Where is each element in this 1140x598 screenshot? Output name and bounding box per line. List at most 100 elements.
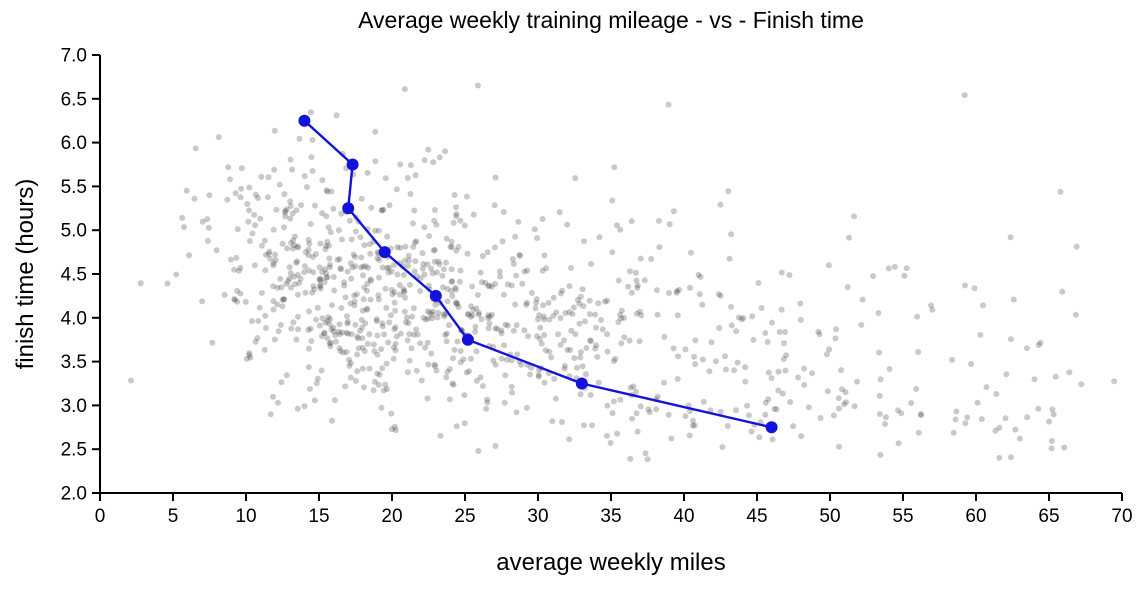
- scatter-point: [593, 324, 599, 331]
- scatter-point: [915, 429, 922, 436]
- scatter-point: [375, 227, 382, 234]
- scatter-point: [331, 287, 338, 294]
- scatter-point: [401, 86, 408, 93]
- scatter-point: [696, 291, 703, 298]
- scatter-point: [281, 224, 287, 231]
- trend-path: [303, 119, 772, 429]
- scatter-point: [692, 361, 699, 368]
- scatter-point: [343, 349, 350, 355]
- scatter-point: [404, 337, 411, 344]
- scatter-point: [479, 383, 486, 389]
- scatter-point: [632, 269, 639, 276]
- scatter-point: [351, 292, 358, 299]
- scatter-point: [489, 283, 495, 290]
- scatter-point: [418, 377, 425, 384]
- scatter-point: [615, 277, 622, 284]
- scatter-point: [429, 315, 436, 322]
- scatter-point: [366, 331, 373, 338]
- scatter-point: [384, 386, 390, 392]
- scatter-point: [246, 238, 253, 244]
- scatter-point: [361, 284, 368, 291]
- scatter-point: [465, 311, 472, 318]
- scatter-point: [339, 329, 346, 336]
- scatter-point: [183, 187, 190, 194]
- scatter-point: [787, 399, 794, 405]
- scatter-point: [410, 331, 417, 338]
- scatter-point: [426, 309, 433, 316]
- scatter-point: [441, 313, 448, 320]
- scatter-point: [339, 236, 345, 243]
- scatter-point: [604, 348, 611, 355]
- scatter-point: [401, 289, 408, 296]
- scatter-point: [569, 311, 576, 317]
- scatter-point: [1078, 381, 1085, 388]
- scatter-point: [574, 364, 580, 371]
- scatter-point: [382, 381, 389, 388]
- scatter-point: [335, 328, 342, 335]
- scatter-point: [404, 262, 411, 269]
- scatter-point: [232, 190, 239, 197]
- scatter-point: [343, 329, 350, 336]
- scatter-point: [365, 264, 372, 271]
- scatter-point: [381, 331, 388, 338]
- scatter-point: [497, 273, 504, 280]
- scatter-point: [275, 328, 282, 335]
- scatter-point: [442, 332, 449, 338]
- scatter-point: [487, 313, 493, 320]
- scatter-point: [364, 340, 371, 347]
- scatter-point: [305, 252, 312, 259]
- scatter-point: [486, 282, 493, 289]
- scatter-point: [439, 272, 446, 279]
- scatter-point: [328, 188, 335, 195]
- scatter-point: [332, 332, 339, 339]
- scatter-point: [583, 345, 590, 351]
- scatter-point: [596, 234, 603, 241]
- scatter-point: [489, 311, 495, 318]
- scatter-point: [568, 264, 574, 271]
- scatter-point: [618, 340, 625, 347]
- scatter-point: [778, 269, 785, 276]
- scatter-point: [410, 305, 417, 312]
- scatter-point: [654, 311, 661, 318]
- axis-line: [99, 55, 1122, 494]
- scatter-point: [431, 217, 438, 224]
- scatter-point: [305, 364, 312, 371]
- scatter-point: [559, 419, 565, 425]
- scatter-point: [402, 294, 408, 301]
- scatter-point: [351, 298, 358, 305]
- scatter-point: [327, 315, 334, 322]
- scatter-point: [1072, 311, 1079, 318]
- scatter-point: [282, 213, 289, 220]
- scatter-point: [528, 364, 534, 371]
- scatter-point: [173, 271, 180, 278]
- scatter-point: [455, 304, 462, 310]
- scatter-point: [305, 267, 312, 274]
- scatter-point: [609, 249, 616, 256]
- scatter-point: [414, 331, 421, 338]
- scatter-point: [347, 260, 354, 267]
- scatter-point: [597, 317, 604, 323]
- scatter-point: [492, 280, 498, 287]
- scatter-point: [308, 338, 315, 344]
- scatter-point: [604, 402, 611, 409]
- scatter-point: [816, 331, 823, 338]
- scatter-point: [648, 256, 655, 262]
- scatter-point: [562, 310, 569, 316]
- scatter-point: [276, 181, 283, 188]
- scatter-point: [388, 410, 395, 417]
- x-tick-label: 15: [308, 506, 329, 527]
- scatter-point: [352, 377, 359, 384]
- scatter-point: [351, 302, 358, 309]
- scatter-point: [425, 146, 432, 153]
- scatter-point: [393, 186, 400, 193]
- scatter-point: [293, 207, 300, 214]
- scatter-point: [261, 237, 268, 244]
- scatter-point: [206, 192, 213, 199]
- scatter-point: [263, 325, 269, 331]
- scatter-point: [918, 412, 924, 419]
- scatter-point: [464, 250, 471, 257]
- scatter-point: [335, 227, 342, 234]
- scatter-point: [213, 247, 220, 254]
- scatter-point: [891, 263, 898, 270]
- scatter-point: [592, 311, 599, 318]
